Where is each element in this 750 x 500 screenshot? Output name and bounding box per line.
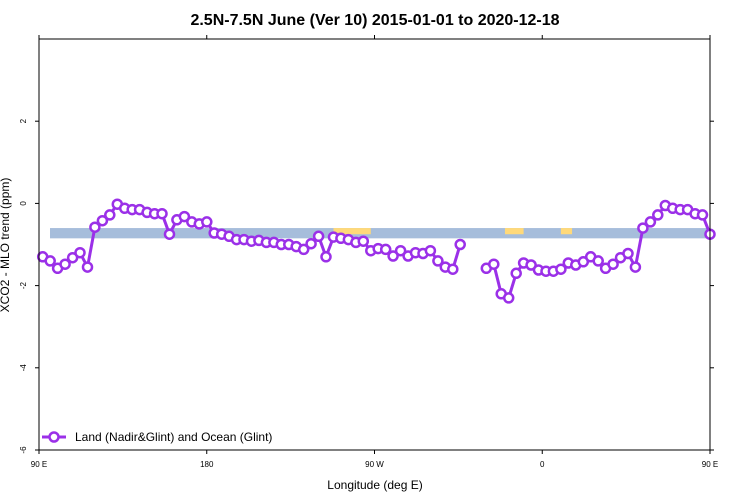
x-axis-ticks: 90 E 180 90 W 0 90 E (31, 35, 718, 469)
data-point (502, 292, 515, 304)
land-patch (504, 228, 524, 235)
x-tick-label: 0 (540, 460, 545, 469)
data-point (201, 216, 213, 228)
data-point (637, 222, 649, 234)
data-point (178, 210, 191, 223)
x-axis-label: Longitude (deg E) (327, 478, 422, 492)
plot-frame (38, 38, 711, 451)
ocean-band (50, 228, 710, 239)
data-point (81, 261, 94, 273)
y-tick-label: 0 (19, 201, 28, 206)
data-point (312, 230, 325, 243)
land-patch (333, 228, 371, 235)
data-point (297, 243, 310, 256)
data-point (510, 267, 522, 280)
data-point (156, 207, 168, 220)
data-point (394, 244, 407, 257)
y-tick-label: -2 (19, 281, 28, 289)
y-axis-label: XCO2 - MLO trend (ppm) (0, 178, 12, 313)
data-point (424, 244, 437, 257)
x-tick-label: 90 W (365, 460, 384, 469)
data-point (163, 228, 176, 240)
data-point (59, 258, 71, 270)
data-point (379, 243, 392, 256)
land-patch (560, 228, 573, 235)
data-point (592, 255, 604, 267)
data-point (305, 237, 317, 250)
x-tick-label: 90 E (31, 460, 47, 469)
data-point (104, 209, 116, 221)
data-point (644, 216, 657, 228)
data-point (622, 247, 634, 260)
series-line (485, 204, 712, 300)
data-point (44, 255, 56, 267)
legend-label: Land (Nadir&Glint) and Ocean (Glint) (75, 430, 272, 444)
data-point (652, 209, 664, 221)
y-tick-label: -6 (19, 446, 28, 454)
data-point (89, 221, 101, 233)
data-point (357, 235, 370, 247)
data-point (454, 238, 466, 251)
y-axis-ticks: -6 -4 -2 0 2 (19, 118, 714, 454)
data-point (387, 250, 399, 262)
x-tick-label: 90 E (702, 460, 718, 469)
legend: Land (Nadir&Glint) and Ocean (Glint) (42, 430, 272, 444)
x-tick-label: 180 (200, 460, 214, 469)
data-point (96, 214, 109, 227)
data-point (629, 261, 642, 273)
data-point (447, 263, 459, 275)
series-layer (36, 198, 716, 304)
data-point (432, 255, 444, 267)
data-point (525, 259, 537, 271)
data-point (320, 251, 332, 263)
data-point (577, 256, 590, 268)
data-point (607, 258, 619, 270)
legend-marker-swatch (48, 431, 60, 443)
data-point (696, 209, 709, 221)
y-tick-label: 2 (19, 118, 28, 123)
data-point (74, 246, 86, 259)
y-tick-label: -4 (19, 364, 28, 372)
data-point (488, 258, 500, 270)
chart-title: 2.5N-7.5N June (Ver 10) 2015-01-01 to 20… (190, 12, 559, 29)
land-ocean-band (50, 228, 710, 239)
data-point (66, 251, 79, 264)
data-point (555, 263, 567, 275)
